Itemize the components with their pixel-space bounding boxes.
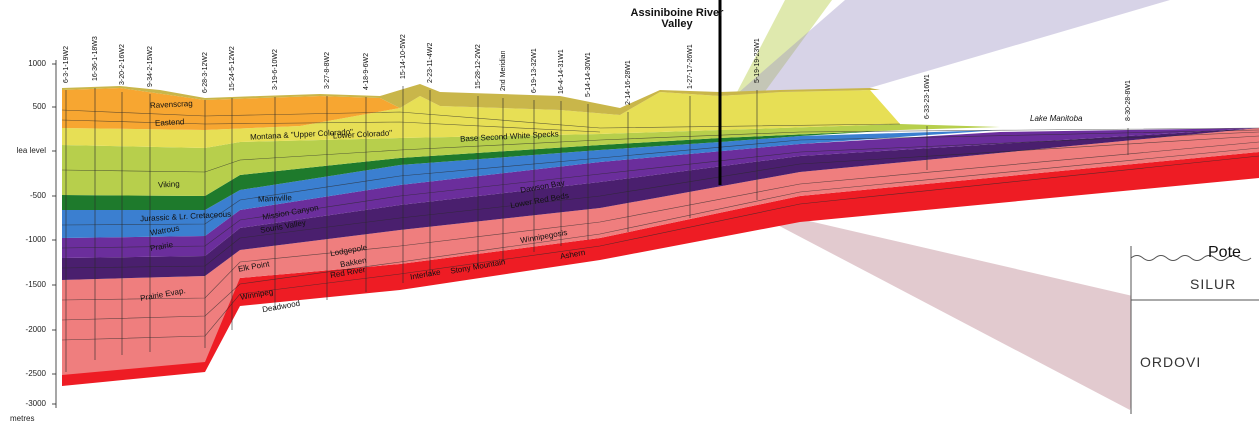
well-label: 15-28-12-2W2 (475, 44, 482, 89)
layer-surface (62, 84, 880, 115)
well-label: 2nd Meridian (500, 50, 507, 91)
well-label: 3-20-2-16W2 (119, 44, 126, 85)
well-label: 6-33-23-16W1 (924, 74, 931, 119)
layer-purple (62, 128, 1259, 258)
depth-tick-label: -1500 (25, 280, 46, 289)
well-label: 16-36-1-18W3 (92, 36, 99, 81)
depth-axis-units: metres (10, 414, 35, 423)
assiniboine-river-label: Assiniboine River Valley (630, 7, 724, 30)
layer-dark-green (62, 130, 900, 210)
inset-title-fragment: Pote (1208, 244, 1241, 261)
stratigraphic-column-inset (1130, 246, 1259, 414)
silurian-label: SILUR (1190, 276, 1237, 292)
formation-label: Mannville (257, 193, 293, 204)
well-label: 8-30-28-8W1 (1125, 80, 1132, 121)
depth-tick-label: -500 (29, 191, 46, 200)
lake-manitoba-label: Lake Manitoba (1030, 114, 1083, 123)
well-label: 5-14-14-30W1 (585, 52, 592, 97)
well-label: 9-34-2-15W2 (147, 46, 154, 87)
well-label: 4-18-9-6W2 (363, 53, 370, 90)
formation-label: Eastend (154, 117, 185, 128)
depth-tick-label: lea level (16, 146, 46, 155)
depth-tick-label: -3000 (25, 399, 46, 408)
ordovician-label: ORDOVI (1140, 354, 1202, 370)
well-label: 6-28-3-12W2 (202, 52, 209, 93)
depth-tick-label: -1000 (25, 235, 46, 244)
layer-dark-purple (62, 128, 1259, 280)
projection-ray-rose (740, 205, 1150, 410)
well-label: 15-24-5-12W2 (229, 46, 236, 91)
layer-light-green (62, 124, 1000, 196)
layer-blue (62, 130, 1000, 238)
strata-line (61, 109, 901, 129)
well-label: 6-3-1-19W2 (63, 46, 70, 83)
depth-tick-label: -2500 (25, 369, 46, 378)
well-label: 3-19-6-10W2 (272, 49, 279, 90)
layer-yellow (62, 90, 900, 148)
well-label: 15-14-10-5W2 (400, 34, 407, 79)
well-label: 2-14-16-28W1 (625, 60, 632, 105)
strata-line (61, 119, 601, 133)
well-label: 1-27-17-26W1 (687, 44, 694, 89)
well-lines (65, 86, 1129, 372)
depth-axis-ticks (52, 63, 56, 405)
well-label: 3-27-8-8W2 (324, 52, 331, 89)
depth-tick-label: 1000 (28, 59, 46, 68)
well-label: 6-19-13-32W1 (531, 48, 538, 93)
formation-label: Viking (157, 179, 180, 190)
depth-tick-label: -2000 (25, 325, 46, 334)
well-label: 2-23-11-4W2 (427, 42, 434, 83)
well-label: 16-4-14-31W1 (558, 49, 565, 94)
depth-tick-label: 500 (32, 102, 46, 111)
layer-orange (62, 88, 400, 130)
well-label: 5-19-19-23W1 (754, 38, 761, 83)
